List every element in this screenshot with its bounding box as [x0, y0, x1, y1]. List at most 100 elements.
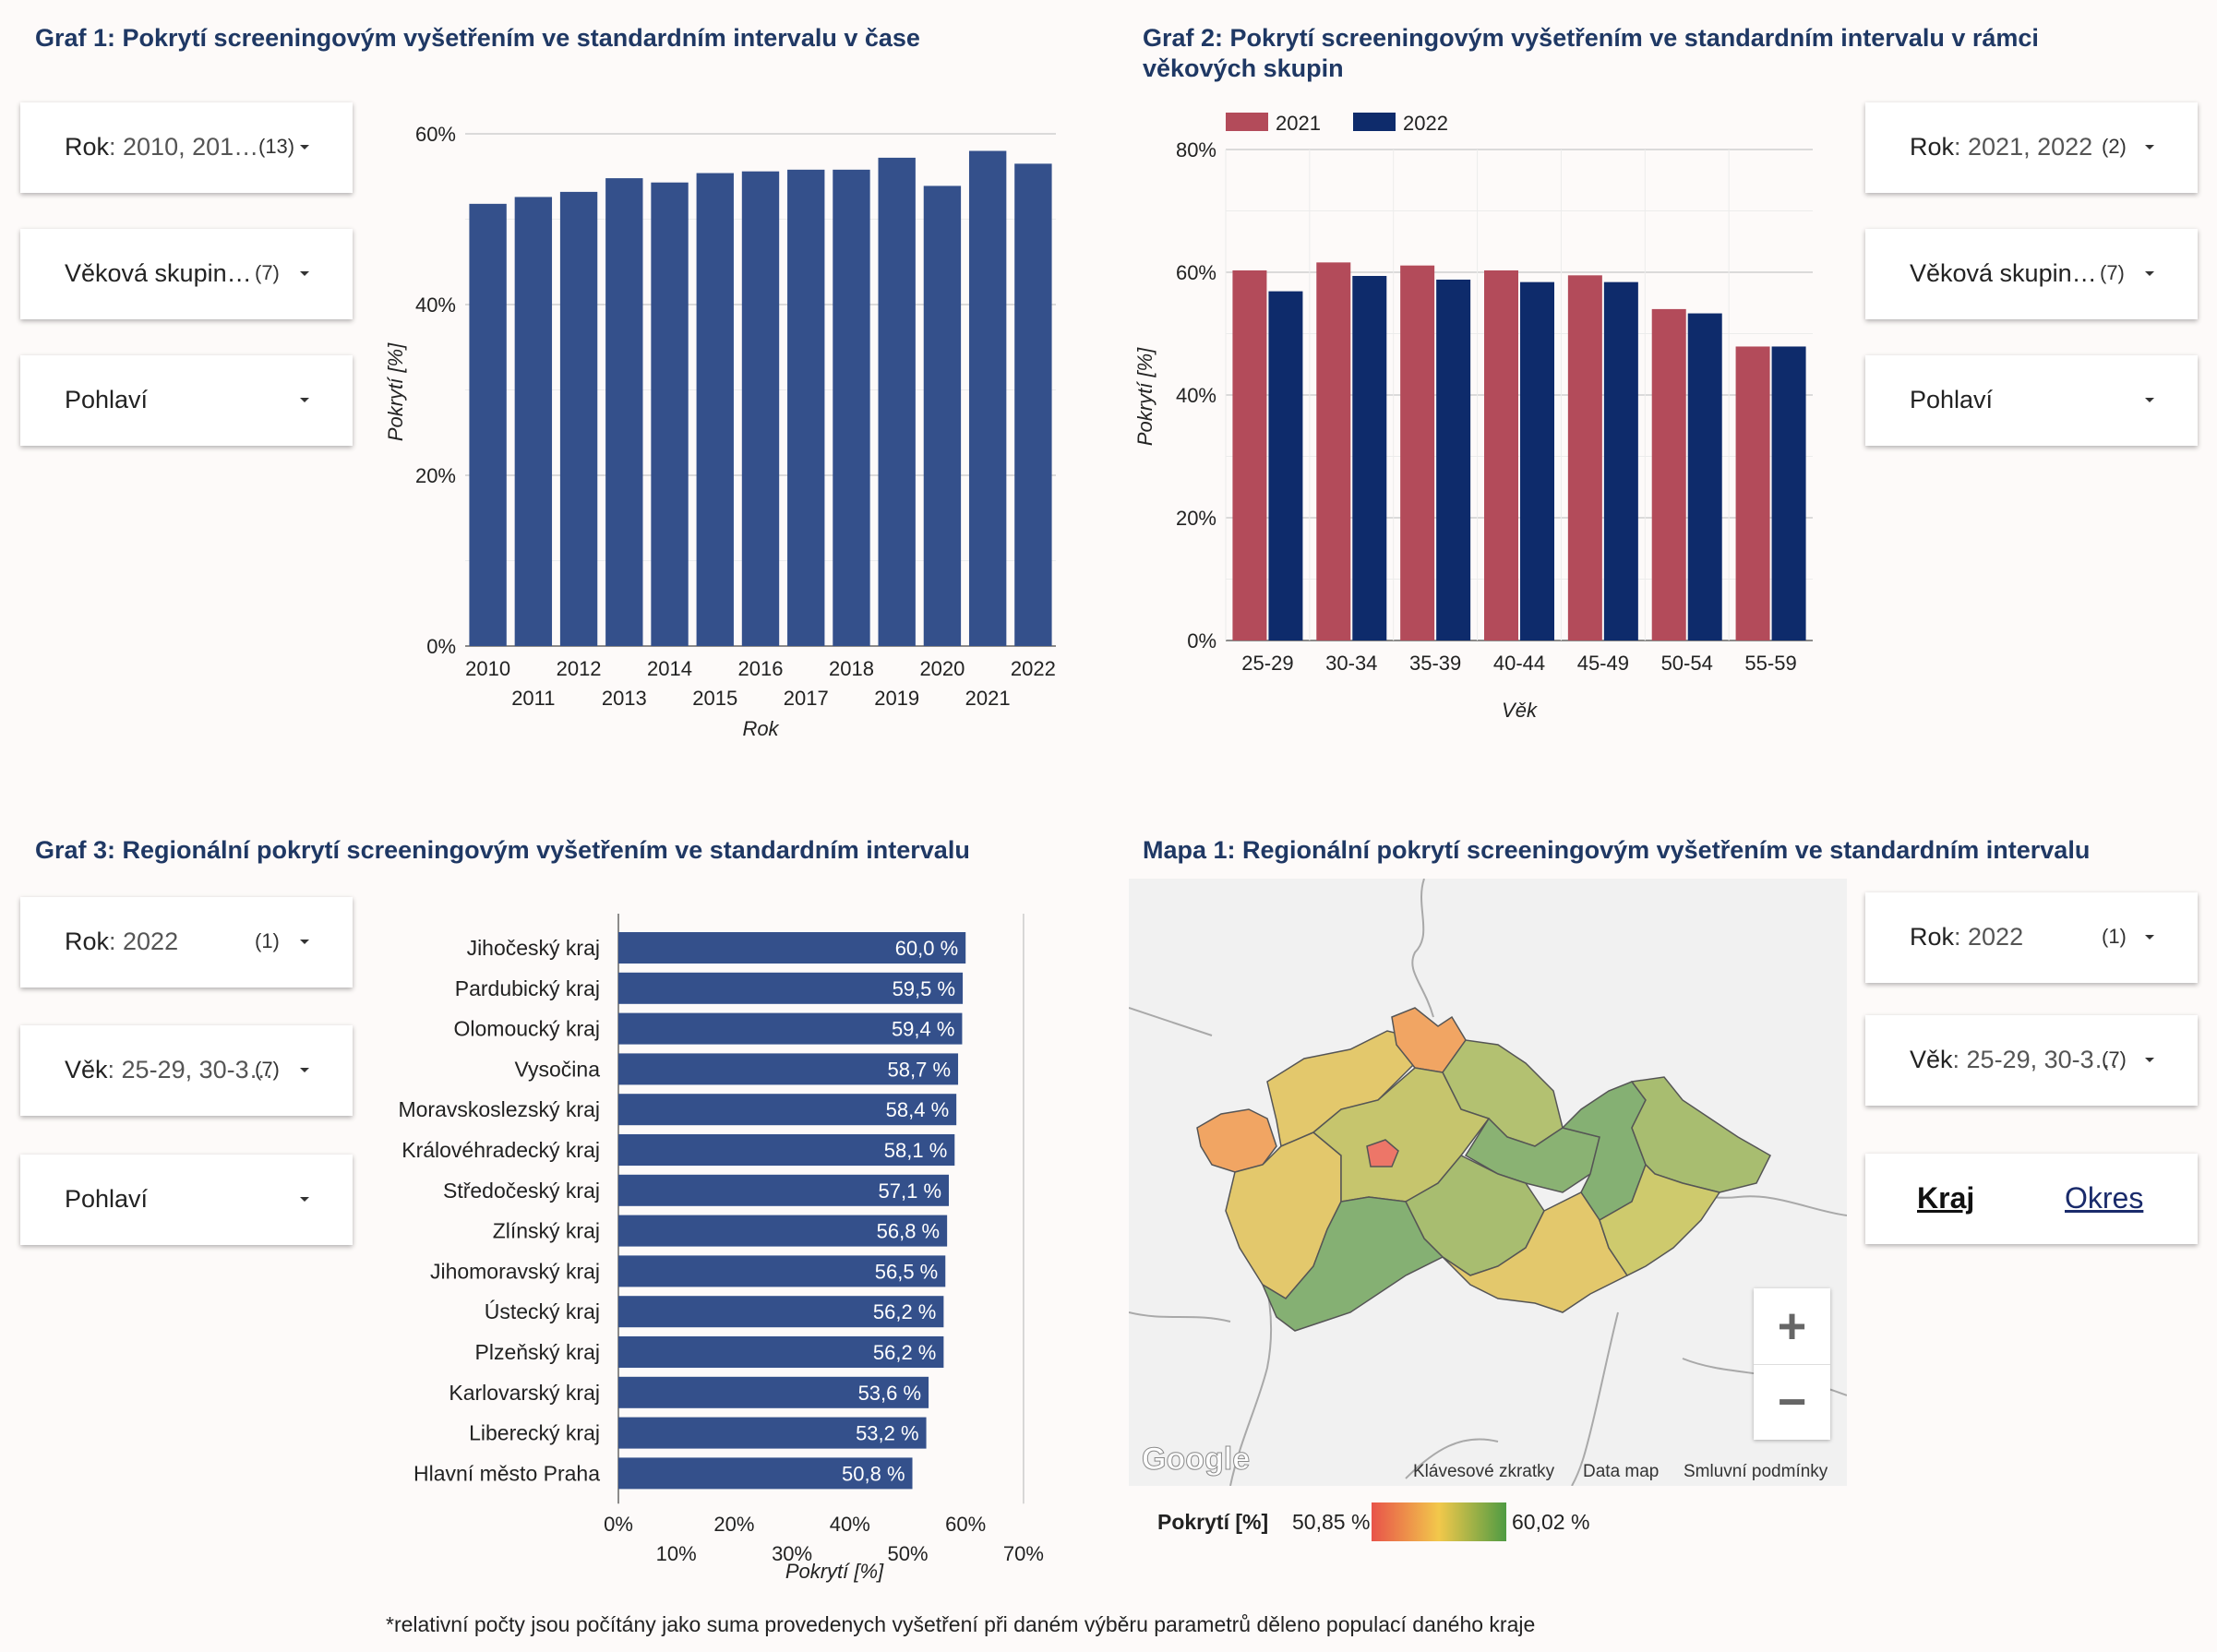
category-label: Karlovarský kraj: [449, 1381, 600, 1405]
y-tick-label: 0%: [426, 635, 456, 658]
x-tick-label: 2011: [511, 687, 555, 710]
bar-Hlavní město Praha: [618, 1457, 913, 1490]
graf2-title-line1: Graf 2: Pokrytí screeningovým vyšetřením…: [1143, 24, 2039, 52]
zoom-out-button[interactable]: −: [1777, 1374, 1807, 1430]
filter-value: : 25-29, 30-3…: [107, 1056, 274, 1083]
bar-Jihočeský kraj: [618, 932, 966, 964]
x-tick-label: 2015: [692, 687, 737, 710]
map-canvas: [1129, 879, 1847, 1486]
x-tick-label: 10%: [656, 1542, 697, 1565]
bar-value-label: 58,1 %: [884, 1139, 948, 1162]
graf3-title: Graf 3: Regionální pokrytí screeningovým…: [35, 836, 970, 864]
bar-Ústecký kraj: [618, 1296, 944, 1328]
y-tick-label: 20%: [1176, 507, 1216, 530]
terms-link[interactable]: Smluvní podmínky: [1684, 1462, 1828, 1481]
okres-button[interactable]: Okres: [2065, 1181, 2144, 1215]
filter-label: Věková skupin…: [65, 259, 252, 287]
y-tick-label: 40%: [1176, 384, 1216, 407]
g1-sex-filter[interactable]: Pohlaví: [20, 355, 353, 446]
bar-value-label: 50,8 %: [842, 1462, 905, 1485]
bar-value-label: 57,1 %: [879, 1179, 942, 1203]
bar-2021-45-49: [1567, 275, 1602, 640]
g3-sex-filter[interactable]: Pohlaví: [20, 1155, 353, 1245]
x-tick-label: 50-54: [1661, 652, 1713, 675]
bar-2018: [833, 169, 870, 647]
g1-year-filter[interactable]: Rok: 2010, 201… (13): [20, 102, 353, 193]
region-moravskoslezsky[interactable]: [1630, 1076, 1771, 1193]
category-label: Olomoucký kraj: [454, 1017, 600, 1041]
bar-2017: [787, 169, 825, 647]
x-tick-label: 50%: [887, 1542, 928, 1565]
dropdown-arrow-icon: [2145, 1058, 2154, 1062]
graf1-ylabel: Pokrytí [%]: [384, 342, 407, 441]
bar-value-label: 60,0 %: [895, 937, 958, 960]
bar-value-label: 58,4 %: [886, 1098, 949, 1121]
g2-year-filter[interactable]: Rok: 2021, 2022 (2): [1865, 102, 2198, 193]
map-age-filter[interactable]: Věk: 25-29, 30-3… (7): [1865, 1015, 2198, 1106]
x-tick-label: 2021: [965, 687, 1011, 710]
dropdown-arrow-icon: [2145, 398, 2154, 402]
g2-age-filter[interactable]: Věková skupin… (7): [1865, 229, 2198, 319]
bar-Jihomoravský kraj: [618, 1255, 946, 1287]
zoom-control: + −: [1754, 1288, 1830, 1440]
map-data-link[interactable]: Data map: [1583, 1462, 1660, 1481]
x-tick-label: 2018: [829, 657, 874, 680]
region-map[interactable]: Google + − Klávesové zkratky Data map Sm…: [1129, 879, 1847, 1486]
category-label: Pardubický kraj: [455, 976, 600, 1000]
graf2-title: Graf 2: Pokrytí screeningovým vyšetřením…: [1143, 23, 2039, 84]
dropdown-arrow-icon: [2145, 935, 2154, 940]
bar-value-label: 53,2 %: [856, 1422, 919, 1445]
keyboard-shortcuts-link[interactable]: Klávesové zkratky: [1413, 1462, 1555, 1481]
bar-2021-40-44: [1484, 270, 1518, 640]
bar-2010: [469, 203, 507, 646]
g3-age-filter[interactable]: Věk: 25-29, 30-3… (7): [20, 1025, 353, 1116]
filter-label: Rok: [65, 928, 110, 955]
graf2-chart: 2021 2022 0% 20% 40% 60% 80% 25-29 30-34 35-39 4…: [1133, 112, 1813, 722]
bar-2022-45-49: [1603, 281, 1638, 640]
bar-2022-35-39: [1436, 279, 1471, 640]
region-karlovarsky[interactable]: [1196, 1108, 1277, 1173]
filter-label: Pohlaví: [65, 1185, 149, 1213]
bar-value-label: 59,4 %: [892, 1018, 955, 1041]
kraj-button[interactable]: Kraj: [1917, 1181, 1975, 1215]
graf1-chart: 0% 20% 40% 60% 2010201120122013201420152016…: [384, 123, 1056, 740]
region-ustecky[interactable]: [1266, 1030, 1416, 1148]
x-tick-label: 2017: [784, 687, 829, 710]
bar-Liberecký kraj: [618, 1417, 927, 1449]
category-label: Moravskoslezský kraj: [398, 1097, 600, 1121]
dropdown-arrow-icon: [300, 398, 309, 402]
bar-2022-50-54: [1687, 313, 1722, 640]
bar-2021-25-29: [1232, 270, 1267, 640]
filter-count: (1): [2102, 925, 2127, 948]
x-tick-label: 2010: [465, 657, 510, 680]
legend-gradient: [1372, 1502, 1506, 1541]
filter-count: (2): [2102, 135, 2127, 158]
zoom-in-button[interactable]: +: [1754, 1288, 1830, 1365]
y-tick-label: 40%: [415, 293, 456, 317]
bar-2021-55-59: [1735, 346, 1770, 640]
bar-2011: [514, 197, 553, 646]
x-tick-label: 40-44: [1493, 652, 1545, 675]
bar-2013: [605, 178, 643, 646]
x-tick-label: 70%: [1003, 1542, 1044, 1565]
bar-2021-35-39: [1400, 265, 1435, 640]
bar-2019: [878, 157, 916, 646]
bar-value-label: 56,2 %: [873, 1300, 937, 1323]
filter-label: Rok: [1910, 923, 1955, 951]
region-zlinsky[interactable]: [1599, 1163, 1721, 1276]
legend-label: Pokrytí [%]: [1157, 1510, 1269, 1534]
g3-year-filter[interactable]: Rok: 2022 (1): [20, 897, 353, 988]
bar-value-label: 56,2 %: [873, 1341, 937, 1364]
legend-label-2021: 2021: [1276, 112, 1321, 135]
x-tick-label: 2016: [738, 657, 784, 680]
category-label: Jihočeský kraj: [467, 936, 600, 960]
x-tick-label: 45-49: [1577, 652, 1629, 675]
region-praha[interactable]: [1366, 1139, 1399, 1167]
g2-sex-filter[interactable]: Pohlaví: [1865, 355, 2198, 446]
g1-age-filter[interactable]: Věková skupin… (7): [20, 229, 353, 319]
graf2-title-line2: věkových skupin: [1143, 54, 1344, 82]
x-tick-label: 2013: [602, 687, 647, 710]
map-year-filter[interactable]: Rok: 2022 (1): [1865, 892, 2198, 983]
region-jihocesky[interactable]: [1261, 1196, 1444, 1332]
filter-value: : 2021, 2022: [1954, 133, 2093, 161]
